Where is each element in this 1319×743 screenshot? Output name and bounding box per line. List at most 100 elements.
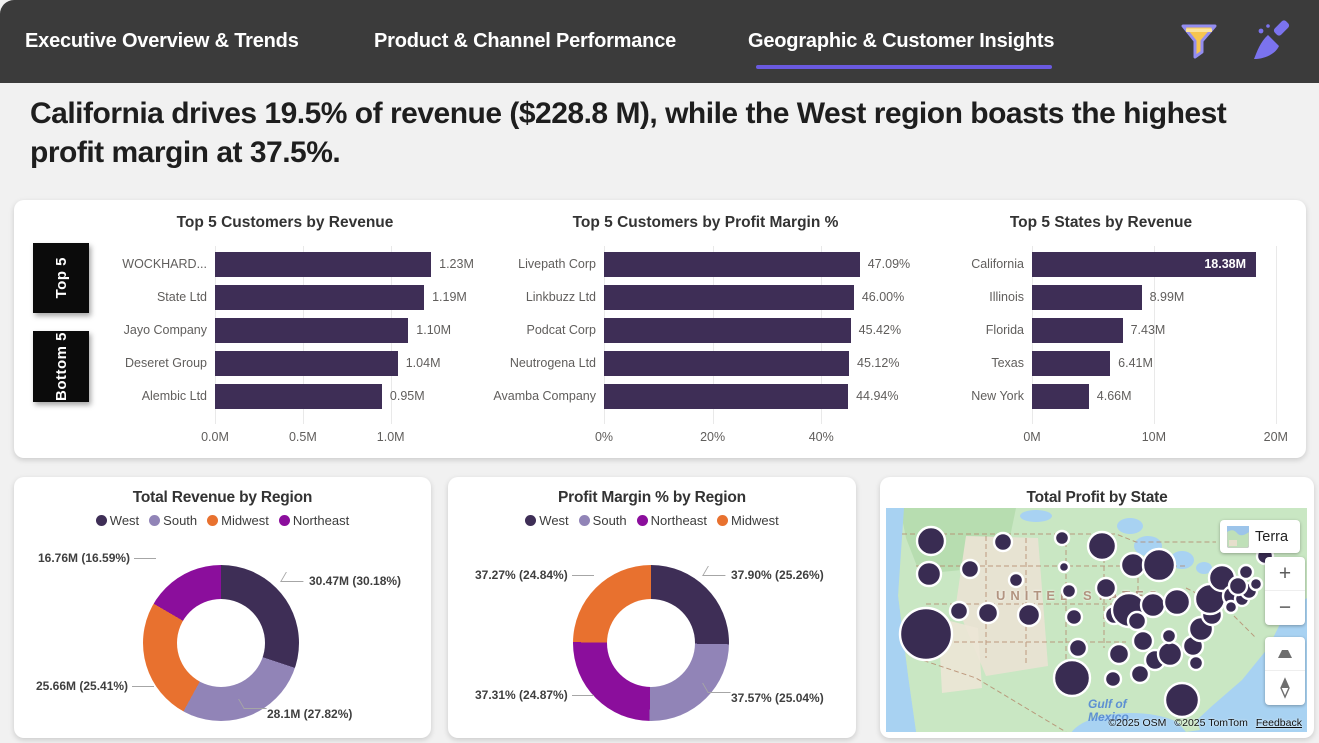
bar[interactable]	[1032, 252, 1257, 277]
tab-executive-overview[interactable]: Executive Overview & Trends	[25, 30, 299, 52]
value-label: 8.99M	[1149, 290, 1185, 304]
profit-bubble[interactable]	[1156, 640, 1184, 668]
value-label: 45.12%	[857, 356, 900, 370]
data-label-west-margin: 37.90% (25.26%)	[731, 568, 824, 582]
attribution-osm: ©2025 OSM	[1108, 717, 1167, 729]
profit-bubble[interactable]	[1119, 551, 1147, 579]
profit-bubble[interactable]	[1223, 599, 1239, 615]
x-tick-label: 1.0M	[376, 430, 405, 444]
zoom-in-button[interactable]: +	[1265, 557, 1305, 591]
map-compass-button[interactable]	[1265, 671, 1305, 705]
category-label: Jayo Company	[123, 323, 207, 337]
data-label-midwest-revenue: 25.66M (25.41%)	[36, 679, 155, 693]
filter-funnel-icon[interactable]	[1175, 18, 1223, 66]
bar[interactable]	[604, 318, 851, 343]
profit-bubble[interactable]	[915, 560, 943, 588]
profit-bubble[interactable]	[1248, 576, 1264, 592]
profit-bubble[interactable]	[1129, 663, 1151, 685]
attribution-tomtom: ©2025 TomTom	[1174, 717, 1248, 729]
legend-item-midwest[interactable]: Midwest	[207, 513, 269, 528]
data-label-northeast-revenue: 16.76M (16.59%)	[38, 551, 157, 565]
profit-bubble[interactable]	[992, 531, 1014, 553]
profit-bubble[interactable]	[1126, 610, 1148, 632]
bar[interactable]	[1032, 384, 1089, 409]
feedback-link[interactable]: Feedback	[1255, 717, 1302, 729]
legend-label: Midwest	[731, 513, 779, 528]
profit-bubble[interactable]	[1094, 576, 1118, 600]
value-label: 0.95M	[389, 389, 425, 403]
profit-bubble[interactable]	[1067, 637, 1089, 659]
bar[interactable]	[1032, 285, 1142, 310]
profit-bubble[interactable]	[1237, 563, 1255, 581]
profit-bubble[interactable]	[1052, 658, 1092, 698]
legend-item-south[interactable]: South	[578, 513, 627, 528]
bar[interactable]	[215, 252, 432, 277]
profit-bubble[interactable]	[976, 601, 1000, 625]
x-tick-label: 40%	[808, 430, 834, 444]
value-label: 4.66M	[1096, 389, 1132, 403]
legend-item-northeast[interactable]: Northeast	[636, 513, 707, 528]
tab-geographic-customer[interactable]: Geographic & Customer Insights	[748, 0, 1054, 83]
data-label-south-revenue: 28.1M (27.82%)	[267, 707, 353, 721]
bar[interactable]	[215, 384, 382, 409]
profit-bubble[interactable]	[1016, 602, 1042, 628]
bar[interactable]	[1032, 318, 1123, 343]
legend-margin-region: West South Northeast Midwest	[448, 513, 856, 528]
data-label-west-revenue: 30.47M (30.18%)	[309, 574, 402, 588]
profit-bubble[interactable]	[1060, 582, 1078, 600]
x-tick-label: 20%	[700, 430, 726, 444]
profit-bubble[interactable]	[1103, 669, 1123, 689]
map-pitch-button[interactable]	[1265, 637, 1305, 671]
bar[interactable]	[604, 285, 854, 310]
value-label: 44.94%	[856, 389, 899, 403]
profit-bubble[interactable]	[1141, 547, 1177, 583]
tab-geographic-customer-label: Geographic & Customer Insights	[748, 30, 1055, 52]
profit-bubble[interactable]	[1139, 591, 1167, 619]
profit-bubble[interactable]	[959, 558, 981, 580]
donut-revenue-region[interactable]	[143, 565, 299, 721]
profit-bubble[interactable]	[1107, 642, 1131, 666]
profit-bubble[interactable]	[1086, 530, 1118, 562]
legend-item-west[interactable]: West	[95, 513, 140, 528]
clear-filters-broom-icon[interactable]	[1248, 18, 1296, 66]
us-bubble-map[interactable]: UNITED STATES Gulf of Mexico Terra + −	[886, 508, 1307, 732]
bar[interactable]	[604, 384, 849, 409]
profit-bubble[interactable]	[898, 606, 954, 662]
legend-item-south[interactable]: South	[149, 513, 197, 528]
profit-bubble[interactable]	[1162, 587, 1192, 617]
profit-bubble[interactable]	[1064, 607, 1084, 627]
basemap-thumbnail-icon	[1227, 525, 1249, 548]
bar[interactable]	[215, 285, 425, 310]
basemap-selector-button[interactable]: Terra	[1220, 520, 1300, 553]
profit-bubble[interactable]	[1053, 529, 1071, 547]
profit-bubble[interactable]	[1160, 627, 1178, 645]
x-tick-label: 0M	[1023, 430, 1041, 444]
bar[interactable]	[604, 252, 860, 277]
donut-title-revenue-region: Total Revenue by Region	[132, 489, 313, 506]
value-label: 1.10M	[416, 323, 452, 337]
bottom5-toggle-button[interactable]: Bottom 5	[33, 331, 89, 402]
profit-bubble[interactable]	[1007, 571, 1025, 589]
profit-bubble[interactable]	[1227, 575, 1249, 597]
bar[interactable]	[1032, 351, 1111, 376]
legend-item-midwest[interactable]: Midwest	[717, 513, 779, 528]
profit-bubble[interactable]	[1131, 629, 1155, 653]
legend-label: West	[109, 513, 140, 528]
top5-toggle-button[interactable]: Top 5	[33, 243, 89, 313]
profit-bubble[interactable]	[1057, 560, 1071, 574]
profit-bubble[interactable]	[1163, 681, 1201, 719]
profit-bubble[interactable]	[915, 525, 947, 557]
bar[interactable]	[215, 351, 398, 376]
bar[interactable]	[215, 318, 409, 343]
zoom-out-button[interactable]: −	[1278, 596, 1292, 619]
profit-bubble[interactable]	[1187, 654, 1205, 672]
tab-product-channel[interactable]: Product & Channel Performance	[374, 30, 677, 52]
map-title: Total Profit by State	[1026, 489, 1168, 506]
donut-title-margin-region: Profit Margin % by Region	[558, 489, 746, 506]
donut-margin-region[interactable]	[573, 565, 729, 721]
legend-item-northeast[interactable]: Northeast	[278, 513, 349, 528]
bar[interactable]	[604, 351, 850, 376]
legend-item-west[interactable]: West	[525, 513, 569, 528]
category-label: State Ltd	[156, 290, 207, 304]
profit-bubble[interactable]	[948, 600, 970, 622]
